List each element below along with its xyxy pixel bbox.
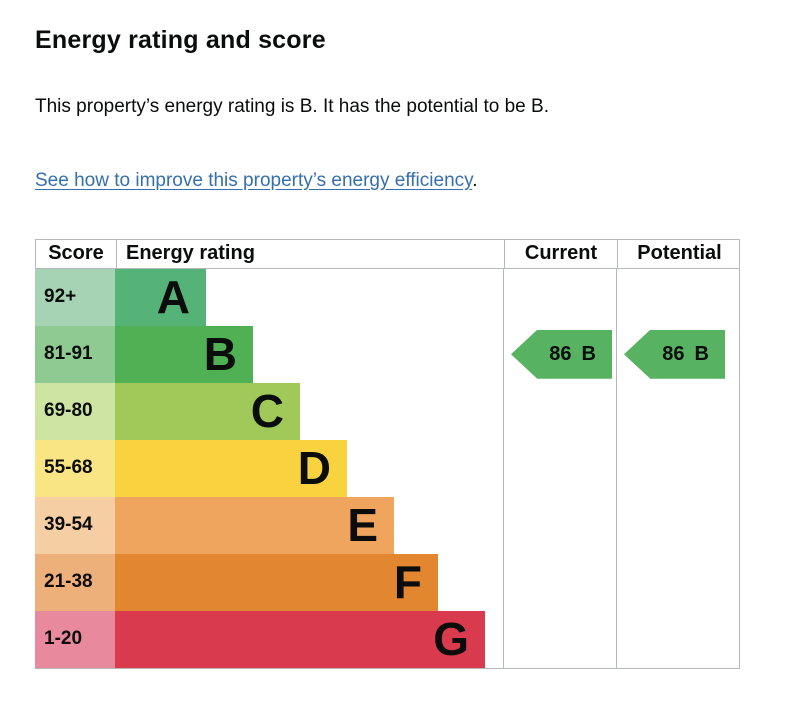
- band-score-range: 92+: [35, 268, 115, 326]
- band-row: 69-80 C: [35, 382, 740, 440]
- current-rating-letter: B: [581, 342, 596, 365]
- current-cell: [503, 553, 616, 611]
- band-bar: F: [115, 553, 438, 611]
- band-row: 21-38 F: [35, 553, 740, 611]
- band-bar: B: [115, 325, 253, 383]
- band-letter: G: [433, 613, 469, 666]
- potential-cell: [616, 553, 740, 611]
- potential-rating-letter: B: [694, 342, 709, 365]
- current-cell: [503, 382, 616, 440]
- band-row: 55-68 D: [35, 439, 740, 497]
- band-row: 1-20 G: [35, 610, 740, 668]
- current-cell: [503, 439, 616, 497]
- band-score-range: 81-91: [35, 325, 115, 383]
- improve-efficiency-link[interactable]: See how to improve this property’s energ…: [35, 169, 473, 191]
- band-bar-area: B: [115, 325, 503, 383]
- band-bar-area: E: [115, 496, 503, 554]
- chart-body: 92+ A 81-91 B 86 B 86 B 69-80 C 55-68: [35, 268, 740, 668]
- band-letter: E: [347, 499, 378, 552]
- band-letter: F: [393, 556, 422, 609]
- energy-rating-summary: This property’s energy rating is B. It h…: [35, 96, 549, 117]
- band-score-range: 55-68: [35, 439, 115, 497]
- current-cell: 86 B: [503, 325, 616, 383]
- current-rating-score: 86: [549, 342, 572, 365]
- band-bar: A: [115, 268, 206, 326]
- band-score-range: 39-54: [35, 496, 115, 554]
- potential-cell: [616, 496, 740, 554]
- band-score-range: 21-38: [35, 553, 115, 611]
- potential-cell: [616, 610, 740, 668]
- chart-header-row: Score Energy rating Current Potential: [35, 238, 741, 269]
- band-letter: D: [297, 442, 331, 495]
- potential-rating-score: 86: [662, 342, 685, 365]
- band-bar: E: [115, 496, 394, 554]
- page-title: Energy rating and score: [35, 26, 326, 54]
- potential-cell: [616, 382, 740, 440]
- column-header-energy-rating: Energy rating: [116, 239, 504, 268]
- link-suffix: .: [472, 169, 478, 191]
- band-bar-area: D: [115, 439, 503, 497]
- band-bar: D: [115, 439, 347, 497]
- current-rating-arrow: 86 B: [511, 329, 612, 379]
- band-letter: B: [203, 328, 237, 381]
- band-bar: C: [115, 382, 300, 440]
- current-cell: [503, 496, 616, 554]
- band-row: 39-54 E: [35, 496, 740, 554]
- band-row: 81-91 B 86 B 86 B: [35, 325, 740, 383]
- band-score-range: 1-20: [35, 610, 115, 668]
- band-letter: A: [156, 271, 190, 324]
- energy-rating-chart: Score Energy rating Current Potential 92…: [35, 238, 741, 669]
- improve-efficiency-link-line: See how to improve this property’s energ…: [35, 170, 765, 192]
- potential-rating-arrow: 86 B: [624, 329, 725, 379]
- band-score-range: 69-80: [35, 382, 115, 440]
- band-bar-area: C: [115, 382, 503, 440]
- band-bar-area: G: [115, 610, 503, 668]
- band-bar: G: [115, 610, 485, 668]
- potential-cell: [616, 268, 740, 326]
- column-header-score: Score: [48, 242, 104, 265]
- band-row: 92+ A: [35, 268, 740, 326]
- potential-cell: 86 B: [616, 325, 740, 383]
- potential-cell: [616, 439, 740, 497]
- column-header-potential: Potential: [617, 239, 741, 268]
- band-bar-area: F: [115, 553, 503, 611]
- column-header-current: Current: [504, 239, 617, 268]
- band-letter: C: [250, 385, 284, 438]
- band-bar-area: A: [115, 268, 503, 326]
- current-cell: [503, 268, 616, 326]
- current-cell: [503, 610, 616, 668]
